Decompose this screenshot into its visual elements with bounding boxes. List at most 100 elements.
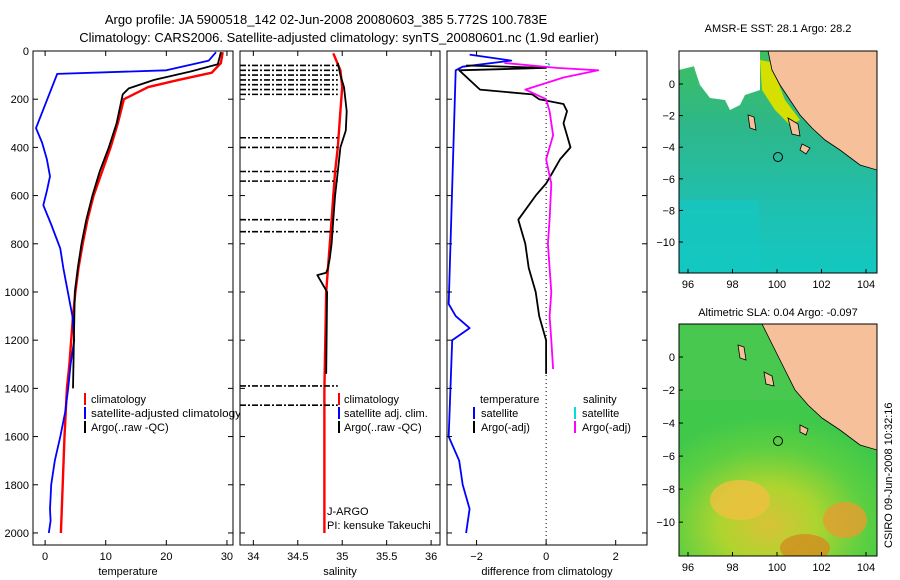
depth-ytick-label: 1400: [5, 383, 29, 395]
depth-ytick-label: 2000: [5, 528, 29, 540]
sst-map: AMSR-E SST: 28.1 Argo: 28.2 96 98 100 102 10…: [656, 23, 878, 291]
legend-diff-temp-satellite-label: satellite: [481, 408, 518, 420]
sla-island-1: [737, 344, 747, 361]
sst-map-xtick-label: 102: [812, 279, 830, 291]
sst-island-1: [747, 114, 757, 131]
sst-map-xtick-label: 100: [768, 279, 786, 291]
sst-map-ytick-label: −2: [662, 111, 675, 123]
sla-map-xtick-label: 98: [726, 562, 738, 574]
sla-map-ytick-label: −4: [662, 418, 675, 430]
sla-map-xtick-label: 102: [812, 562, 830, 574]
legend-diff-sal-satellite-label: satellite: [582, 408, 619, 420]
temperature-series-argo-raw-qc: [72, 51, 222, 389]
depth-ytick-label: 1000: [5, 287, 29, 299]
legend-sal-satellite-label: satellite adj. clim.: [344, 408, 428, 420]
sla-island-2: [763, 371, 775, 387]
sst-map-xtick-label: 98: [726, 279, 738, 291]
salinity-xlabel: salinity: [323, 566, 357, 578]
sla-map-xtick-label: 100: [768, 562, 786, 574]
credit-stamp: CSIRO 09-Jun-2008 10:32:16: [883, 402, 895, 548]
depth-ytick-label: 600: [11, 191, 29, 203]
depth-ytick-label: 0: [23, 46, 29, 58]
salinity-legend: climatology satellite adj. clim. Argo(..…: [338, 393, 428, 434]
temperature-xtick-label: 0: [42, 551, 48, 563]
temperature-series-satellite-adjusted-climatology: [35, 51, 217, 534]
temperature-xlabel: temperature: [98, 566, 157, 578]
sst-map-ytick-label: −10: [656, 237, 675, 249]
difference-panel: −2 0 2 difference from climatology tempera…: [446, 50, 648, 578]
difference-axes-box: [446, 50, 648, 546]
salinity-xtick-label: 35.5: [376, 551, 397, 563]
sla-map-xtick-label: 96: [682, 562, 694, 574]
depth-ytick-label: 1200: [5, 335, 29, 347]
sst-missing-data: [690, 51, 760, 110]
legend-satellite-label: satellite-adjusted climatology: [91, 408, 242, 420]
temperature-xtick-label: 20: [160, 551, 172, 563]
float-pi-label: PI: kensuke Takeuchi: [327, 520, 431, 532]
depth-ytick-label: 1600: [5, 432, 29, 444]
sla-map-xtick-label: 104: [857, 562, 875, 574]
temperature-legend: climatology satellite-adjusted climatolo…: [84, 393, 242, 434]
difference-xtick-label: 0: [543, 551, 549, 563]
sla-island-3: [799, 424, 809, 436]
sla-map-ytick-label: −10: [656, 517, 675, 529]
temperature-series-climatology: [59, 52, 224, 534]
sla-high-2: [780, 534, 830, 556]
sst-land: [767, 51, 877, 171]
sst-map-xtick-label: 104: [857, 279, 875, 291]
figure-title-line2: Climatology: CARS2006. Satellite-adjuste…: [79, 30, 599, 45]
sst-island-3: [799, 143, 811, 155]
salinity-xtick-label: 34.5: [287, 551, 308, 563]
legend-temperature-title: temperature: [480, 394, 539, 406]
depth-ytick-label: 400: [11, 142, 29, 154]
sla-high-3: [823, 502, 867, 538]
sla-land: [761, 324, 877, 451]
temperature-xtick-label: 30: [221, 551, 233, 563]
legend-climatology-label: climatology: [91, 394, 147, 406]
salinity-xtick-label: 35: [336, 551, 348, 563]
argo-location-marker-sla: [773, 436, 783, 446]
legend-sal-climatology-label: climatology: [344, 394, 400, 406]
depth-ytick-label: 200: [11, 94, 29, 106]
figure-title-line1: Argo profile: JA 5900518_142 02-Jun-2008…: [105, 12, 548, 27]
legend-diff-temp-argo-label: Argo(-adj): [481, 422, 530, 434]
sla-map: Altimetric SLA: 0.04 Argo: -0.097 96 98 10…: [656, 307, 878, 574]
difference-series-salinity-argo-adj: [504, 62, 600, 370]
salinity-panel: 34 34.5 35 35.5 36 salinity climatology sate…: [239, 50, 441, 578]
difference-series-salinity-satellite: [547, 62, 551, 67]
sla-map-ytick-label: 0: [669, 352, 675, 364]
sla-map-title: Altimetric SLA: 0.04 Argo: -0.097: [698, 307, 858, 319]
sst-missing-data-2: [679, 51, 700, 70]
difference-legend: temperature salinity satellite Argo(-adj…: [473, 394, 631, 434]
sla-high-1: [710, 480, 770, 520]
sst-map-ytick-label: 0: [669, 79, 675, 91]
sla-map-frame: [678, 323, 878, 557]
sst-yellow-coast: [760, 60, 800, 125]
legend-argo-label: Argo(..raw -QC): [91, 422, 169, 434]
sst-map-ytick-label: −4: [662, 142, 675, 154]
sst-island-2: [787, 117, 801, 137]
temperature-panel: 0 10 20 30 0 200 400 600 800 1000 1200 1400 1600 1800…: [5, 46, 242, 578]
argo-location-marker: [773, 152, 783, 162]
legend-sal-argo-label: Argo(..raw -QC): [344, 422, 422, 434]
difference-xlabel: difference from climatology: [481, 566, 613, 578]
sst-cyan-patch: [679, 200, 759, 273]
temperature-xtick-label: 10: [100, 551, 112, 563]
sst-map-title: AMSR-E SST: 28.1 Argo: 28.2: [705, 23, 852, 35]
difference-xtick-label: 2: [613, 551, 619, 563]
float-program-label: J-ARGO: [327, 506, 369, 518]
depth-ytick-label: 800: [11, 239, 29, 251]
difference-series-temperature-argo-adj: [458, 64, 572, 374]
sla-map-ytick-label: −6: [662, 451, 675, 463]
sla-map-ytick-label: −8: [662, 484, 675, 496]
difference-series-temperature-satellite: [447, 53, 513, 534]
sst-map-ytick-label: −6: [662, 174, 675, 186]
legend-salinity-title: salinity: [583, 394, 617, 406]
sst-map-frame: [678, 50, 878, 274]
sla-map-ytick-label: −2: [662, 385, 675, 397]
depth-ytick-label: 1800: [5, 480, 29, 492]
temperature-axes-box: [32, 50, 234, 546]
salinity-xtick-label: 34: [247, 551, 259, 563]
difference-xtick-label: −2: [470, 551, 483, 563]
